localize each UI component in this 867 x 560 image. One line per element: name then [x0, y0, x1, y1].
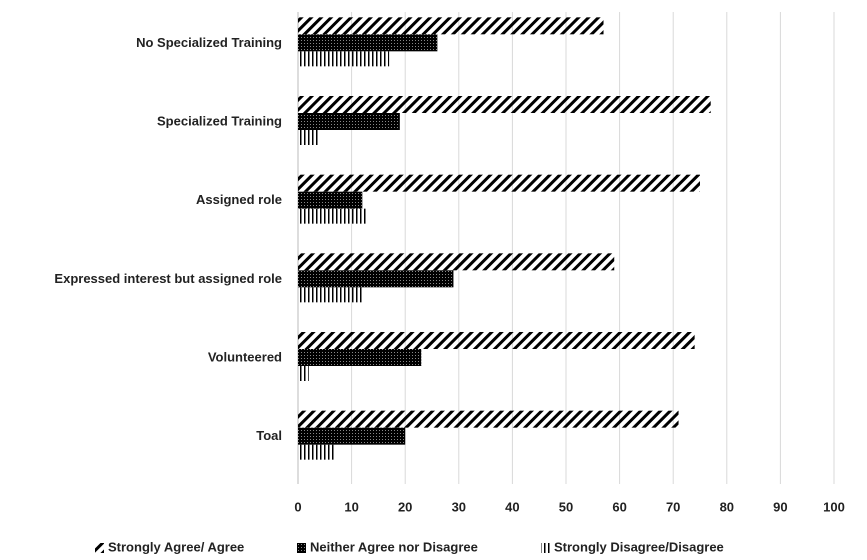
- legend-label: Strongly Agree/ Agree: [108, 539, 244, 554]
- bar: [298, 366, 309, 381]
- bar: [298, 191, 363, 209]
- x-tick-label: 50: [559, 499, 573, 514]
- bar: [298, 349, 422, 366]
- bar: [298, 332, 695, 349]
- bar: [298, 270, 454, 288]
- legend-swatch: [95, 543, 104, 553]
- bar: [298, 444, 336, 460]
- y-tick-label: No Specialized Training: [136, 35, 282, 50]
- bar: [298, 51, 390, 67]
- x-tick-label: 10: [344, 499, 358, 514]
- x-tick-label: 70: [666, 499, 680, 514]
- bar: [298, 410, 679, 428]
- x-tick-label: 40: [505, 499, 519, 514]
- y-tick-label: Expressed interest but assigned role: [54, 271, 282, 286]
- bar: [298, 96, 711, 113]
- bar: [298, 253, 615, 271]
- x-tick-label: 60: [612, 499, 626, 514]
- x-tick-label: 20: [398, 499, 412, 514]
- bar: [298, 130, 320, 145]
- y-tick-label: Volunteered: [208, 349, 282, 364]
- y-tick-label: Toal: [256, 428, 282, 443]
- bar: [298, 113, 400, 130]
- x-tick-label: 80: [720, 499, 734, 514]
- legend-label: Neither Agree nor Disagree: [310, 539, 478, 554]
- legend-label: Strongly Disagree/Disagree: [554, 539, 724, 554]
- bar: [298, 287, 363, 303]
- y-tick-label: Specialized Training: [157, 113, 282, 128]
- bar: [298, 427, 406, 445]
- bar: [298, 208, 368, 224]
- legend-swatch: [541, 543, 550, 553]
- y-tick-label: Assigned role: [196, 192, 282, 207]
- bar: [298, 174, 700, 192]
- x-tick-label: 0: [294, 499, 301, 514]
- x-tick-label: 100: [823, 499, 845, 514]
- x-tick-label: 90: [773, 499, 787, 514]
- x-tick-label: 30: [452, 499, 466, 514]
- bar: [298, 34, 438, 52]
- bar: [298, 17, 604, 35]
- legend-swatch: [297, 543, 306, 553]
